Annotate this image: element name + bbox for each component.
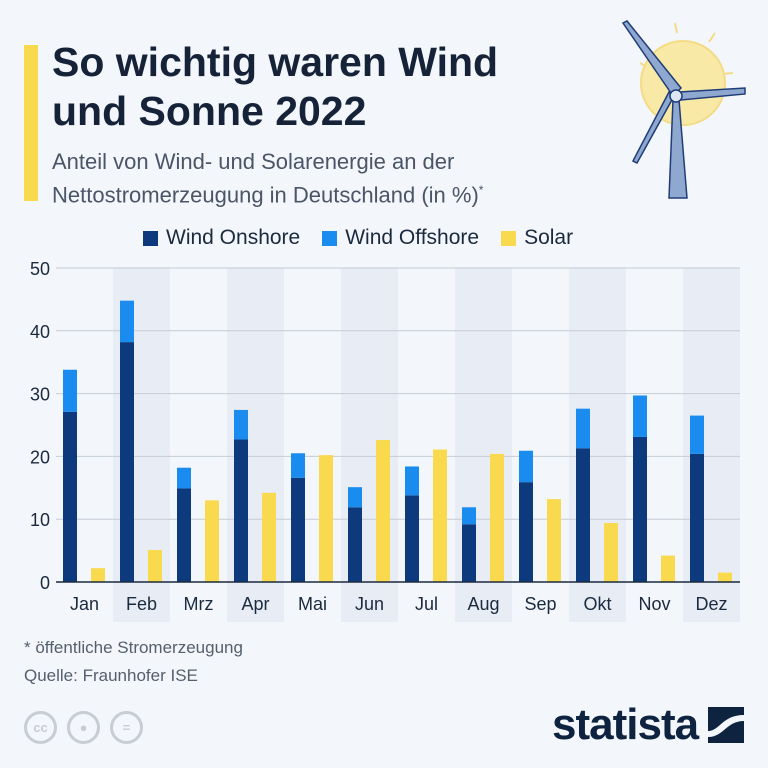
bar-wind-offshore [405, 466, 419, 496]
footnote: * öffentliche Stromerzeugung Quelle: Frau… [24, 634, 243, 690]
x-tick-label: Apr [241, 594, 269, 614]
legend-label: Wind Offshore [345, 226, 480, 249]
legend-item-offshore: Wind Offshore [322, 226, 479, 250]
legend-label: Wind Onshore [166, 226, 301, 249]
title-line-1: So wichtig waren Wind [52, 39, 499, 85]
license-icons[interactable]: cc ● = [24, 711, 143, 744]
bar-wind-offshore [633, 395, 647, 437]
bar-wind-onshore [63, 411, 77, 582]
subtitle-line-1: Anteil von Wind- und Solarenergie an der [52, 149, 455, 174]
y-tick-label: 40 [30, 322, 50, 342]
title-line-2: und Sonne 2022 [52, 88, 367, 134]
bar-wind-onshore [234, 439, 248, 582]
footnote-text: * öffentliche Stromerzeugung [24, 638, 243, 657]
bar-wind-onshore [120, 342, 134, 582]
source-text: Quelle: Fraunhofer ISE [24, 666, 198, 685]
bar-wind-offshore [462, 507, 476, 525]
subtitle-line-2: Nettostromerzeugung in Deutschland (in %… [52, 182, 479, 208]
bar-wind-offshore [234, 409, 248, 440]
wind-turbine-icon [621, 20, 746, 199]
bar-wind-onshore [576, 448, 590, 582]
bar-wind-onshore [690, 453, 704, 582]
bar-solar [319, 455, 333, 582]
bar-wind-offshore [120, 300, 134, 343]
x-tick-label: Jun [355, 594, 384, 614]
bar-wind-onshore [405, 495, 419, 582]
bar-solar [604, 522, 618, 582]
y-tick-label: 50 [30, 259, 50, 279]
logo-text: statista [552, 700, 699, 749]
x-tick-label: Jul [415, 594, 438, 614]
bar-wind-offshore [690, 415, 704, 454]
x-tick-label: Sep [524, 594, 556, 614]
legend-item-onshore: Wind Onshore [143, 226, 300, 250]
bar-solar [148, 549, 162, 582]
bar-solar [490, 453, 504, 582]
x-tick-label: Feb [126, 594, 157, 614]
legend-swatch-onshore [143, 230, 158, 246]
legend: Wind Onshore Wind Offshore Solar [143, 226, 573, 250]
bar-wind-offshore [576, 408, 590, 449]
y-tick-label: 10 [30, 510, 50, 530]
bar-solar [262, 492, 276, 582]
legend-label: Solar [524, 226, 574, 249]
legend-item-solar: Solar [501, 226, 573, 250]
bar-wind-offshore [348, 487, 362, 508]
bar-solar [547, 499, 561, 582]
bar-solar [205, 500, 219, 582]
x-tick-label: Jan [70, 594, 99, 614]
bar-wind-onshore [519, 482, 533, 582]
nd-icon[interactable]: = [110, 711, 143, 744]
bar-wind-offshore [177, 467, 191, 489]
by-icon[interactable]: ● [67, 711, 100, 744]
bar-wind-onshore [348, 507, 362, 582]
cc-icon[interactable]: cc [24, 711, 57, 744]
bar-solar [376, 440, 390, 582]
bar-solar [661, 555, 675, 582]
x-tick-label: Aug [467, 594, 499, 614]
legend-swatch-solar [501, 230, 517, 246]
bar-wind-offshore [291, 453, 305, 478]
bar-wind-onshore [291, 477, 305, 582]
bar-wind-offshore [63, 369, 77, 412]
y-tick-label: 20 [30, 447, 50, 467]
page-title: So wichtig waren Wind und Sonne 2022 [52, 38, 498, 136]
bar-solar [718, 572, 732, 582]
y-tick-label: 30 [30, 385, 50, 405]
statista-logo[interactable]: statista [552, 700, 745, 750]
x-tick-label: Okt [583, 594, 611, 614]
bar-solar [91, 568, 105, 582]
statista-logo-icon [708, 707, 745, 743]
footnote-mark: * [478, 183, 484, 197]
x-tick-label: Mai [298, 594, 327, 614]
x-tick-label: Nov [638, 594, 670, 614]
bar-wind-onshore [462, 524, 476, 582]
legend-swatch-offshore [322, 230, 338, 246]
subtitle: Anteil von Wind- und Solarenergie an der… [52, 148, 483, 209]
bar-solar [433, 449, 447, 582]
x-tick-label: Mrz [184, 594, 214, 614]
x-tick-label: Dez [695, 594, 727, 614]
accent-bar [24, 45, 38, 201]
bar-wind-offshore [519, 450, 533, 483]
y-tick-label: 0 [40, 573, 50, 593]
bar-wind-onshore [633, 436, 647, 582]
bar-wind-onshore [177, 488, 191, 582]
